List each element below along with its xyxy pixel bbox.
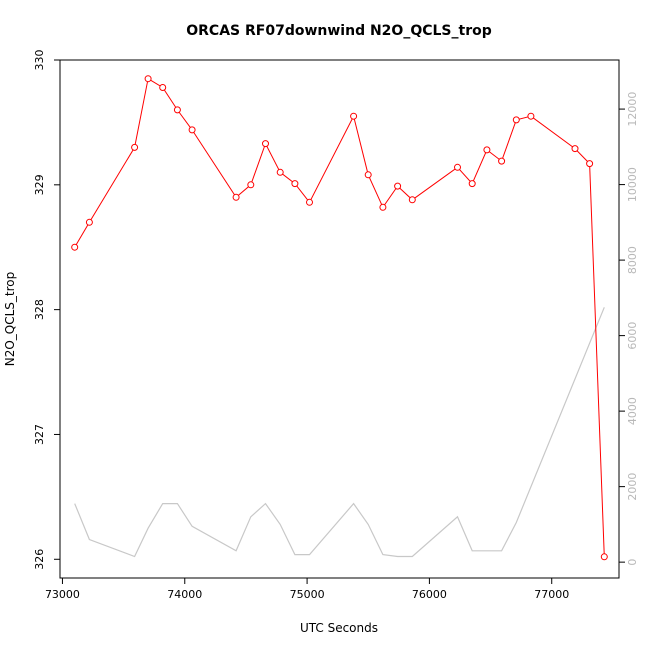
data-point	[188, 126, 196, 134]
data-point	[586, 160, 594, 168]
data-point	[468, 180, 476, 188]
data-point	[247, 181, 255, 189]
data-point	[498, 157, 506, 165]
y2-tick-label: 10000	[626, 167, 639, 202]
data-point	[408, 196, 416, 204]
data-point	[454, 163, 461, 171]
y-axis-label: N2O_QCLS_trop	[3, 272, 17, 367]
plot-frame	[59, 59, 620, 579]
data-point	[571, 145, 579, 153]
data-point	[379, 203, 387, 211]
y-axis-left: 326 327 328 329 330	[33, 50, 60, 570]
data-point	[144, 75, 152, 83]
y-tick-label: 328	[33, 299, 46, 320]
primary-series-line	[74, 77, 605, 557]
y-tick-label: 330	[33, 50, 46, 71]
data-point	[232, 193, 240, 201]
x-tick-label: 77000	[534, 588, 569, 601]
x-tick-label: 75000	[290, 588, 325, 601]
data-point	[364, 171, 372, 179]
data-point	[306, 198, 313, 206]
y-axis-right: 0 2000 4000 6000 8000 10000 12000	[619, 92, 639, 566]
x-axis-label: UTC Seconds	[300, 621, 378, 635]
data-point	[291, 180, 299, 188]
x-tick-label: 73000	[45, 588, 80, 601]
data-point	[71, 243, 79, 251]
data-point	[276, 168, 284, 176]
data-point	[350, 112, 358, 120]
x-tick-label: 76000	[412, 588, 447, 601]
data-point	[512, 116, 520, 124]
data-point	[483, 146, 491, 154]
data-point	[394, 182, 402, 190]
series-layer	[71, 75, 608, 561]
y2-tick-label: 4000	[626, 397, 639, 425]
chart-title: ORCAS RF07downwind N2O_QCLS_trop	[186, 23, 491, 39]
y2-tick-label: 12000	[626, 92, 639, 127]
secondary-series-line	[74, 307, 605, 558]
y-tick-label: 329	[33, 174, 46, 195]
y2-tick-label: 0	[626, 559, 639, 566]
data-point	[173, 106, 181, 114]
x-axis: 73000 74000 75000 76000 77000	[45, 578, 569, 601]
data-point	[159, 84, 167, 91]
data-point	[262, 140, 269, 148]
y-tick-label: 327	[33, 424, 46, 445]
x-tick-label: 74000	[167, 588, 202, 601]
y2-tick-label: 8000	[626, 246, 639, 274]
y2-tick-label: 6000	[626, 322, 639, 350]
data-point	[85, 218, 93, 226]
y-tick-label: 326	[33, 549, 46, 570]
data-point	[131, 143, 139, 151]
data-point	[600, 553, 608, 561]
y2-tick-label: 2000	[626, 473, 639, 501]
data-point	[527, 112, 535, 120]
